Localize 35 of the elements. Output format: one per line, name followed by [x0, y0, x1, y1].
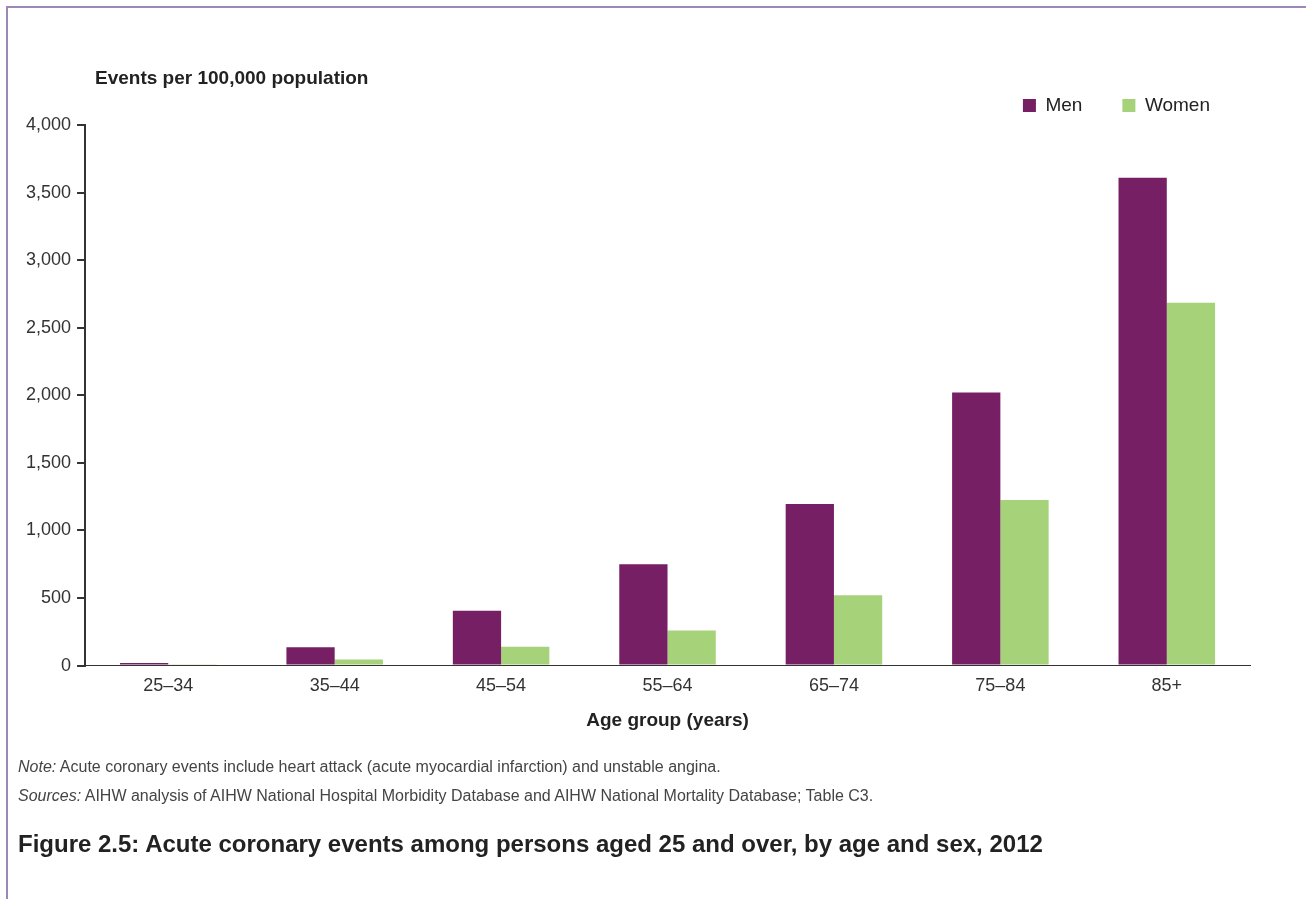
- text: Figure 2.5: Acute coronary events among persons aged 25 and over, by age and sex, 2012: [18, 830, 1043, 858]
- bar: [833, 595, 883, 665]
- bar: [619, 564, 668, 665]
- bar: [1118, 177, 1167, 665]
- y-tick-label: 1,000: [26, 519, 72, 540]
- y-tick-label: 3,000: [26, 249, 72, 270]
- bar: [785, 504, 834, 665]
- x-tick-label: 65–74: [808, 675, 859, 696]
- y-tick-label: 500: [41, 586, 72, 607]
- legend-label: Women: [1144, 93, 1211, 115]
- y-tick-label: 1,500: [26, 451, 72, 472]
- x-axis-title: Age group (years): [586, 708, 749, 730]
- x-tick-label: 75–84: [975, 675, 1026, 696]
- source-note: Sources: AIHW analysis of AIHW National Hospital Morbidity Database and AIHW National Mortality Database; Table C3.: [18, 786, 874, 806]
- x-tick-label: 35–44: [309, 675, 360, 696]
- bar: [501, 646, 550, 665]
- bar: [952, 392, 1001, 665]
- y-axis-title: Events per 100,000 population: [95, 67, 369, 89]
- x-tick-label: 55–64: [642, 675, 693, 696]
- y-tick-label: 2,500: [26, 316, 72, 337]
- bar: [667, 630, 716, 665]
- bar: [1166, 302, 1216, 665]
- y-tick-label: 2,000: [26, 384, 72, 405]
- y-tick-label: 3,500: [26, 181, 72, 202]
- y-tick-label: 0: [61, 654, 72, 675]
- legend-label: Men: [1045, 93, 1083, 115]
- x-tick-label: 45–54: [476, 675, 527, 696]
- bar: [452, 610, 502, 665]
- x-tick-label: 85+: [1151, 675, 1183, 696]
- x-tick-label: 25–34: [143, 675, 194, 696]
- bar: [286, 647, 335, 665]
- text: Note: Acute coronary events include heart attack (acute myocardial infarction) and unstable angina.: [18, 757, 722, 777]
- bar: [1000, 500, 1049, 665]
- bar: [334, 659, 383, 665]
- y-tick-label: 4,000: [26, 113, 72, 134]
